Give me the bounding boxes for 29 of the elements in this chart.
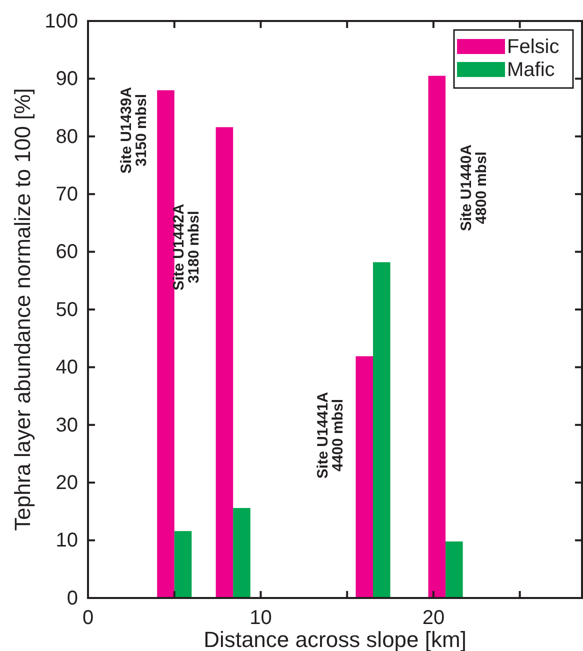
y-tick-label: 0	[66, 587, 78, 610]
y-tick-label: 30	[56, 414, 78, 436]
y-tick-label: 20	[56, 472, 78, 494]
annotation: Site U1440A 4800 mbsl	[458, 144, 490, 232]
y-tick-label: 10	[56, 530, 78, 552]
bar	[174, 531, 192, 598]
x-tick-label: 0	[82, 607, 94, 630]
y-tick-label: 60	[56, 241, 78, 264]
bar	[446, 541, 463, 598]
y-axis-title: Tephra layer abundance normalize to 100 [%]	[10, 88, 35, 531]
y-tick-label: 50	[56, 298, 78, 321]
bar	[157, 90, 174, 598]
bar	[428, 76, 446, 598]
y-tick-label: 90	[56, 68, 78, 90]
y-tick-label: 70	[56, 184, 78, 206]
y-tick-label: 40	[56, 356, 78, 379]
x-tick-label: 20	[422, 607, 445, 630]
y-tick-label: 100	[44, 10, 78, 32]
annotation: Site U1441A 4400 mbsl	[314, 392, 346, 479]
y-tick-label: 80	[56, 126, 78, 148]
legend-label: Felsic	[507, 36, 560, 58]
legend-label: Mafic	[507, 59, 555, 81]
bar	[356, 356, 373, 598]
bar	[373, 262, 390, 598]
annotation: Site U1442A 3180 mbsl	[170, 204, 203, 291]
bar	[216, 127, 234, 598]
annotation: Site U1439A 3150 mbsl	[118, 86, 150, 174]
x-tick-label: 10	[250, 607, 272, 630]
bar	[233, 508, 250, 598]
